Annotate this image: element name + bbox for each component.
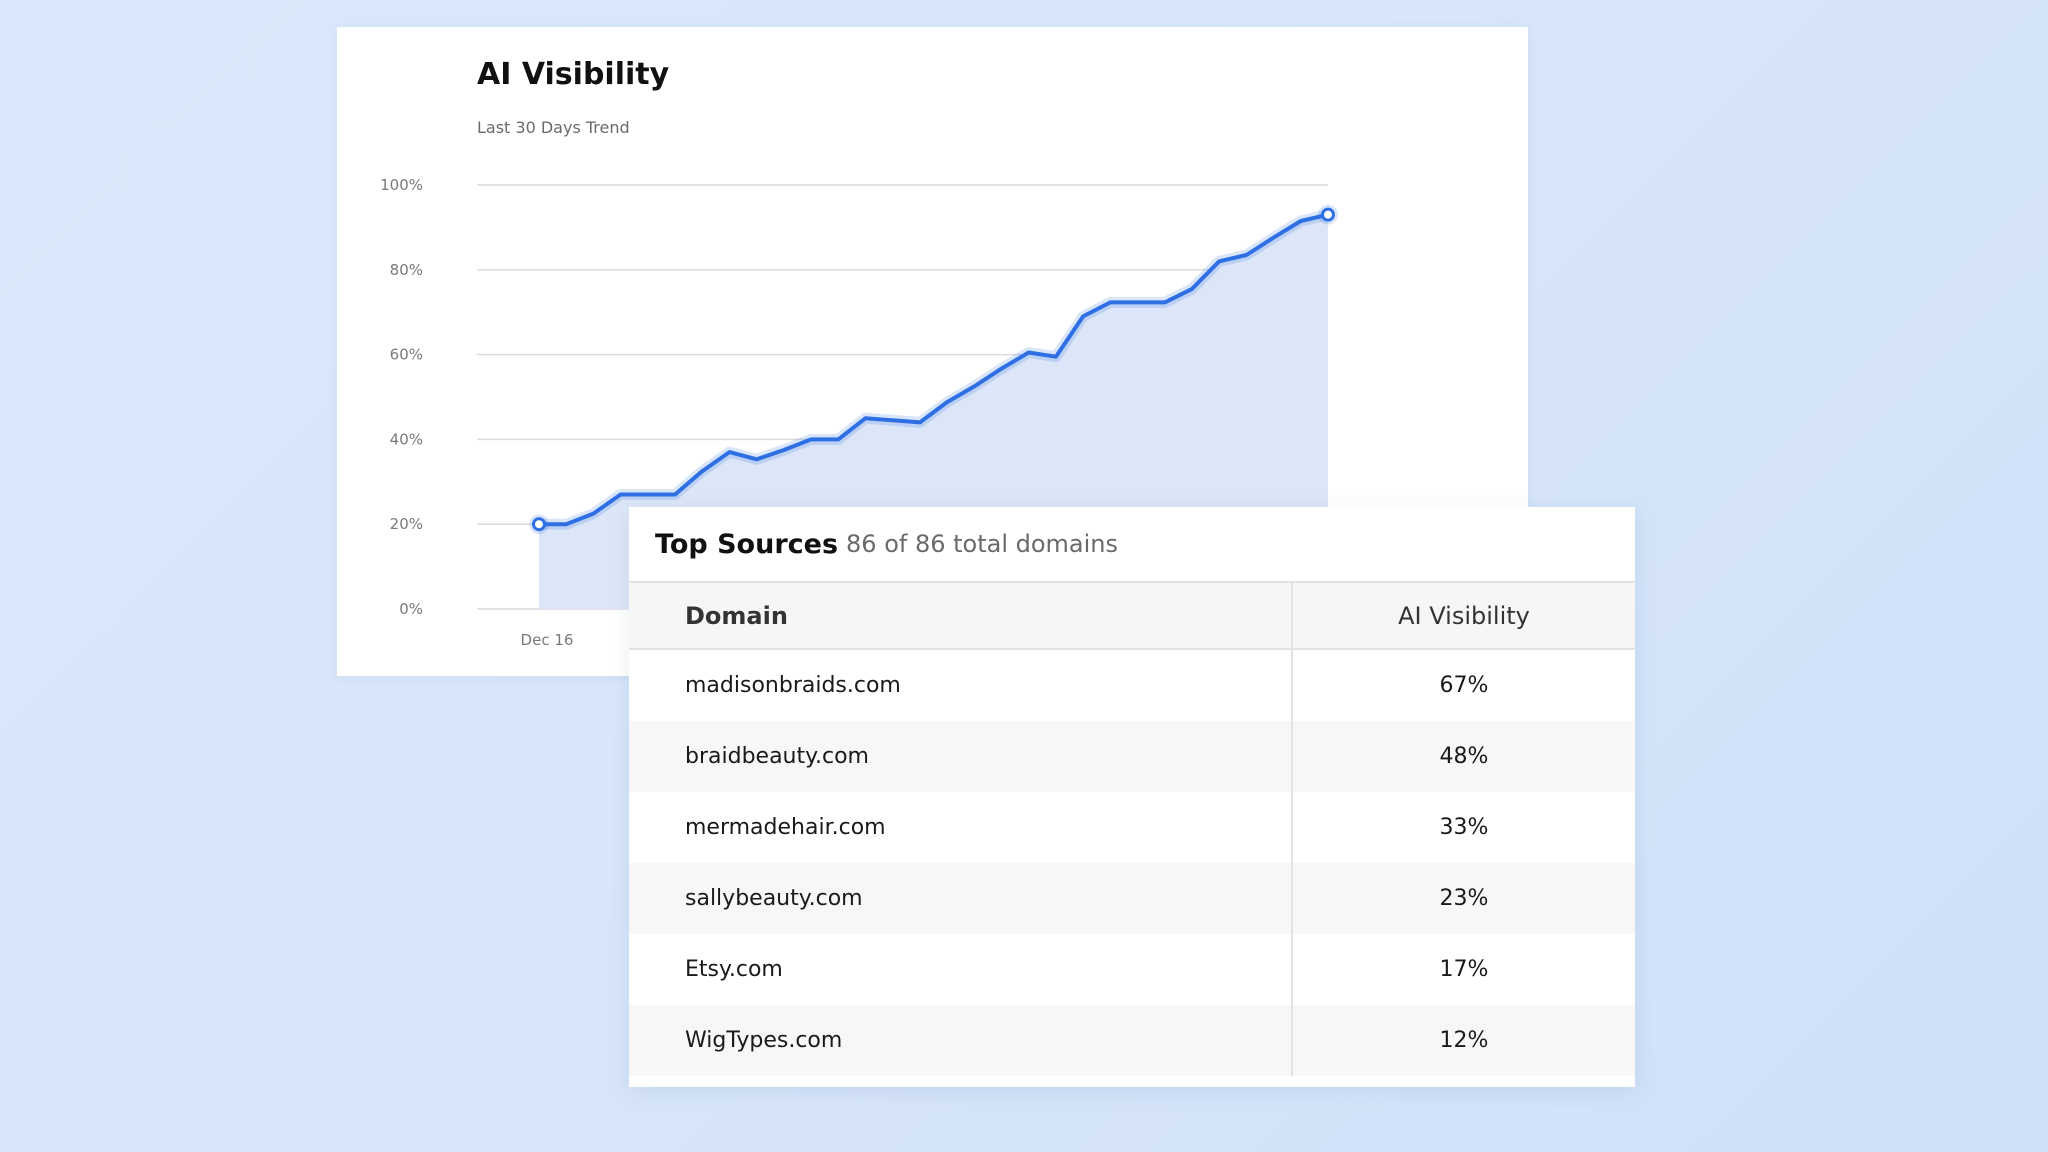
end-point-marker [1321,207,1335,222]
y-tick-label: 100% [380,176,423,194]
domain-count: 86 of 86 total domains [846,530,1119,558]
domain-cell: madisonbraids.com [629,649,1293,721]
column-header-ai-visibility[interactable]: AI Visibility [1292,583,1635,650]
table-row[interactable]: mermadehair.com 33% [629,792,1635,863]
table-row[interactable]: braidbeauty.com 48% [629,721,1635,792]
table-row[interactable]: sallybeauty.com 23% [629,863,1635,934]
y-tick-label: 20% [390,515,423,533]
visibility-cell: 12% [1292,1005,1635,1076]
domain-cell: sallybeauty.com [629,863,1293,934]
domain-cell: braidbeauty.com [629,721,1293,792]
x-tick-label: Dec 16 [521,631,574,649]
visibility-cell: 23% [1292,863,1635,934]
top-sources-panel: Top Sources 86 of 86 total domains Domai… [629,507,1635,1087]
visibility-cell: 17% [1439,957,1489,982]
column-header-domain[interactable]: Domain [629,583,1293,650]
series-line [537,212,1330,527]
y-tick-label: 80% [390,261,423,279]
top-sources-header: Top Sources 86 of 86 total domains [629,507,1635,583]
visibility-cell: 67% [1439,673,1489,698]
visibility-cell: 33% [1439,815,1489,840]
table-row[interactable]: madisonbraids.com 67% [629,649,1635,721]
y-tick-label: 60% [390,346,423,364]
domain-cell: mermadehair.com [629,792,1293,863]
domain-cell: WigTypes.com [629,1005,1293,1076]
chart-title: AI Visibility [477,57,670,92]
visibility-cell: 48% [1292,721,1635,792]
y-tick-label: 40% [390,430,423,448]
start-point-marker [532,517,546,532]
table-row[interactable]: WigTypes.com 12% [629,1005,1635,1076]
domain-cell: Etsy.com [629,934,1293,1005]
y-tick-label: 0% [399,600,423,618]
table-row[interactable]: Etsy.com 17% [629,934,1635,1005]
top-sources-table: Domain AI Visibility madisonbraids.com 6… [629,583,1635,1076]
top-sources-title: Top Sources [655,528,839,560]
chart-subtitle: Last 30 Days Trend [477,118,630,137]
table-header-row: Domain AI Visibility [629,583,1635,650]
